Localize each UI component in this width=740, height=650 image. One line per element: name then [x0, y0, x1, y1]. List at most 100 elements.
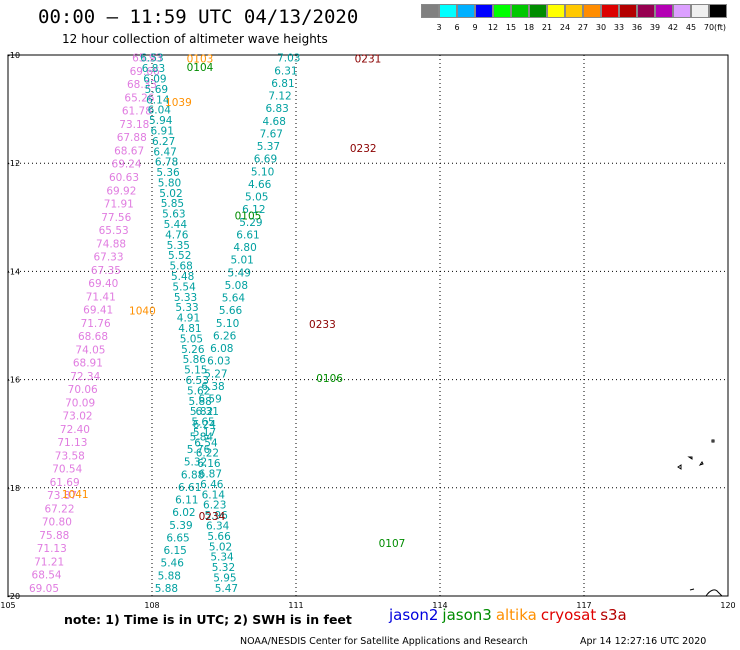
legend-swatch	[493, 4, 511, 18]
swh-observation: 6.46	[200, 479, 224, 491]
swh-observation: 6.16	[197, 458, 221, 470]
satellite-key-altika: altika	[495, 606, 537, 624]
swh-observation: 5.85	[161, 198, 184, 210]
swh-observation: 5.47	[215, 583, 238, 595]
swh-observation: 68.91	[73, 358, 103, 370]
swh-observation: 6.12	[242, 204, 265, 216]
legend-swatch	[619, 4, 637, 18]
swh-observation: 5.44	[164, 219, 188, 231]
swh-observation: 71.91	[104, 199, 134, 211]
swh-observation: 6.26	[213, 330, 237, 342]
legend-swatch	[691, 4, 709, 18]
map-note: note: 1) Time is in UTC; 2) SWH is in fe…	[64, 612, 352, 627]
swh-observation: 5.63	[162, 209, 185, 221]
legend-swatch	[565, 4, 583, 18]
swh-observation: 5.05	[180, 333, 203, 345]
swh-observation: 6.53	[186, 375, 209, 387]
y-tick-label: -16	[7, 376, 20, 385]
legend-label: 15	[505, 23, 517, 32]
swh-observation: 5.26	[181, 344, 205, 356]
legend-swatch	[637, 4, 655, 18]
swh-observation: 6.23	[203, 500, 226, 512]
pass-time-label: 0106	[316, 373, 343, 385]
x-tick-label: 114	[432, 601, 447, 610]
swh-observation: 5.64	[222, 293, 246, 305]
swh-observation: 6.65	[166, 532, 189, 544]
pass-time-label: 0104	[187, 62, 214, 74]
swh-observation: 5.68	[169, 261, 192, 273]
swh-observation: 6.83	[265, 103, 288, 115]
swh-observation: 5.36	[156, 167, 180, 179]
swh-observation: 69.66	[130, 66, 160, 78]
satellite-key-jason3: jason3	[442, 606, 492, 624]
island-shape	[687, 456, 693, 460]
swh-observation: 5.80	[158, 177, 181, 189]
swh-observation: 6.24	[193, 419, 217, 431]
swh-observation: 5.32	[212, 562, 235, 574]
swh-observation: 7.03	[277, 53, 300, 65]
island-shape	[677, 464, 682, 470]
swh-observation: 5.54	[172, 281, 196, 293]
swh-observation: 5.10	[216, 318, 239, 330]
swh-observation: 6.04	[148, 105, 172, 117]
swh-observation: 70.54	[52, 464, 82, 476]
swh-observation: 71.76	[81, 318, 111, 330]
swh-observation: 65.53	[99, 225, 129, 237]
legend-label: 30	[595, 23, 607, 32]
legend-unit: (ft)	[713, 23, 727, 32]
swh-observation: 69.24	[112, 159, 142, 171]
swh-observation: 73.18	[119, 119, 149, 131]
swh-observation: 5.05	[245, 192, 268, 204]
swh-observation: 6.09	[143, 73, 166, 85]
swh-observation: 73.02	[63, 411, 93, 423]
swh-observation: 5.08	[225, 280, 248, 292]
swh-observation: 4.68	[263, 116, 286, 128]
swh-observation: 70.09	[65, 397, 95, 409]
swh-observation: 65.26	[124, 92, 154, 104]
swh-observation: 5.39	[169, 520, 192, 532]
pass-time-label: 0231	[355, 54, 382, 66]
swh-observation: 67.35	[91, 265, 121, 277]
swh-observation: 6.69	[254, 154, 277, 166]
footer-credit: NOAA/NESDIS Center for Satellite Applica…	[240, 636, 528, 647]
swh-observation: 68.33	[127, 79, 157, 91]
swh-observation: 74.88	[96, 238, 126, 250]
legend-label: 36	[631, 23, 643, 32]
satellite-key: jason2 jason3 altika cryosat s3a	[389, 606, 631, 624]
legend-label: 70	[703, 23, 715, 32]
legend-label: 45	[685, 23, 697, 32]
swh-observation: 6.31	[274, 65, 297, 77]
legend-label: 6	[454, 23, 460, 32]
swh-observation: 6.53	[140, 53, 163, 65]
swh-observation: 5.66	[207, 531, 231, 543]
footer-timestamp: Apr 14 12:27:16 UTC 2020	[580, 636, 707, 647]
island-shape	[698, 461, 704, 466]
swh-observation: 72.40	[60, 424, 90, 436]
pass-time-label: 0103	[187, 54, 214, 66]
legend-swatch	[457, 4, 475, 18]
swh-observation: 6.14	[146, 94, 170, 106]
y-tick-label: -10	[7, 51, 20, 60]
swh-observation: 6.91	[151, 125, 174, 137]
legend-swatch	[439, 4, 457, 18]
island-markers	[677, 439, 723, 597]
swh-observation: 5.35	[167, 240, 190, 252]
swh-observation: 5.46	[161, 558, 185, 570]
swh-observation: 4.76	[165, 229, 189, 241]
legend-label: 39	[649, 23, 661, 32]
swh-observation: 67.22	[44, 503, 74, 515]
legend-label: 18	[523, 23, 535, 32]
swh-observation: 6.31	[196, 406, 219, 418]
swh-observation: 5.33	[174, 292, 197, 304]
legend-swatch	[709, 4, 727, 18]
y-tick-label: -18	[7, 484, 20, 493]
swh-observation: 5.88	[158, 570, 181, 582]
legend-swatch	[511, 4, 529, 18]
swh-observation: 5.62	[187, 385, 210, 397]
swh-observation: 4.66	[248, 179, 272, 191]
swh-observation: 6.81	[271, 78, 294, 90]
swh-observation: 5.37	[257, 141, 280, 153]
swh-observation: 5.69	[145, 84, 168, 96]
swh-observation: 7.67	[260, 128, 283, 140]
